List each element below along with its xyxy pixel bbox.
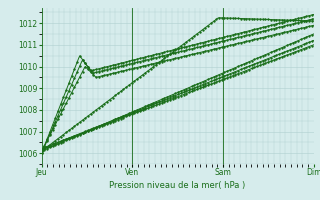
- X-axis label: Pression niveau de la mer( hPa ): Pression niveau de la mer( hPa ): [109, 181, 246, 190]
